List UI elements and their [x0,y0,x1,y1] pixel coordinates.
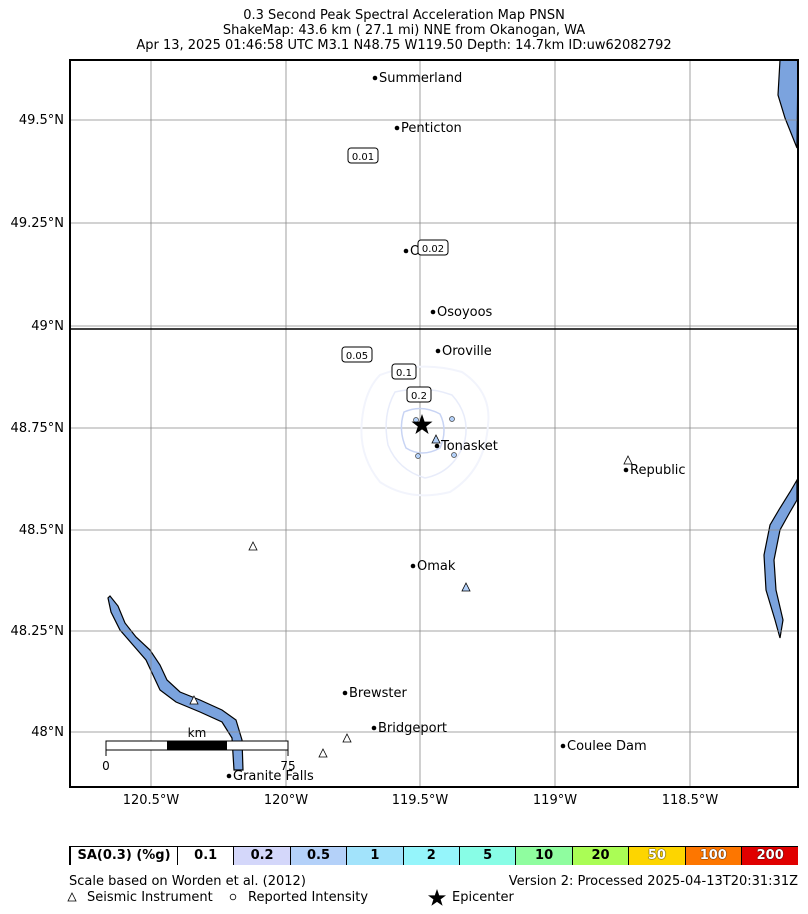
city-label-summerland: Summerland [379,71,462,86]
lon-label: 119°W [533,793,577,808]
instrument-triangle [623,455,633,465]
distance-scale-bar: km 0 75 [102,726,295,773]
epicenter-legend-icon [428,889,446,906]
city-label-coulee-dam: Coulee Dam [567,739,647,754]
map-title-line3: Apr 13, 2025 01:46:58 UTC M3.1 N48.75 W1… [136,38,672,53]
instrument-triangle [189,695,199,705]
city-label-tonasket: Tonasket [440,439,498,454]
map-frame [69,59,799,788]
intensity-circle [449,416,455,422]
scale-bin: 0.5 [290,847,348,865]
map-area [70,60,798,787]
scale-bin: 50 [629,847,686,865]
contours [360,365,490,497]
scale-bin: 2 [403,847,460,865]
lon-label: 120°W [264,793,308,808]
scale-bin: 20 [572,847,630,865]
instrument-triangle [342,733,352,743]
city-label-brewster: Brewster [349,686,407,701]
version-note: Version 2: Processed 2025-04-13T20:31:31… [508,874,798,889]
scale-bin: 5 [460,847,517,865]
lon-label: 118.5°W [662,793,719,808]
scale-bin: 1 [347,847,404,865]
instrument-triangle [461,582,471,592]
intensity-circle [415,453,421,459]
intensity-legend-label: Reported Intensity [248,890,369,905]
city-label-oroville: Oroville [442,344,492,359]
scale-unit-label: km [188,726,207,740]
city-label-republic: Republic [630,463,686,478]
instrument-triangle [431,434,441,444]
intensity-legend-icon [229,893,237,901]
city-label-omak: Omak [417,559,456,574]
contour-label: 0.2 [411,391,427,402]
lat-label: 49.25°N [11,216,64,231]
city-label-granite-falls: Granite Falls [233,769,314,784]
lat-label: 49.5°N [19,113,64,128]
instrument-triangle [248,541,258,551]
scale-bin: 200 [742,847,799,865]
contour-label: 0.05 [346,351,368,362]
lat-label: 48.25°N [11,624,64,639]
lon-label: 119.5°W [392,793,449,808]
map-title-line2: ShakeMap: 43.6 km ( 27.1 mi) NNE from Ok… [222,23,586,38]
city-label-bridgeport: Bridgeport [378,721,447,736]
lat-label: 48.75°N [11,421,64,436]
lat-label: 48°N [31,725,64,740]
lat-label: 49°N [31,319,64,334]
contour-label: 0.1 [396,368,412,379]
intensity-circle [451,452,457,458]
map-title-line1: 0.3 Second Peak Spectral Acceleration Ma… [243,8,565,23]
seismic-instrument-markers [189,434,633,758]
scale-end-label: 75 [280,759,295,773]
lat-label: 48.5°N [19,523,64,538]
scale-bin: 10 [516,847,573,865]
contour-label: 0.02 [422,244,444,255]
lon-label: 120.5°W [123,793,180,808]
contour-label: 0.01 [352,152,374,163]
city-dots [226,75,629,779]
scale-bin: 0.1 [178,847,235,865]
scale-header-label: SA(0.3) (%g) [71,847,178,865]
columbia-river-east [763,477,798,639]
city-label-oliver: O [410,244,420,259]
scale-note: Scale based on Worden et al. (2012) [69,874,306,889]
city-label-penticton: Penticton [401,121,462,136]
epicenter-legend-label: Epicenter [452,890,514,905]
instrument-legend-icon [67,892,77,902]
graticule [70,60,798,787]
columbia-river-west [107,595,244,771]
scale-start-label: 0 [102,759,110,773]
epicenter-star-icon [411,414,433,434]
instrument-legend-label: Seismic Instrument [87,890,213,905]
city-label-osoyoos: Osoyoos [437,305,493,320]
reported-intensity-markers [413,416,457,459]
scale-bin: 0.2 [234,847,291,865]
scale-bin: 100 [685,847,742,865]
instrument-triangle [318,748,328,758]
